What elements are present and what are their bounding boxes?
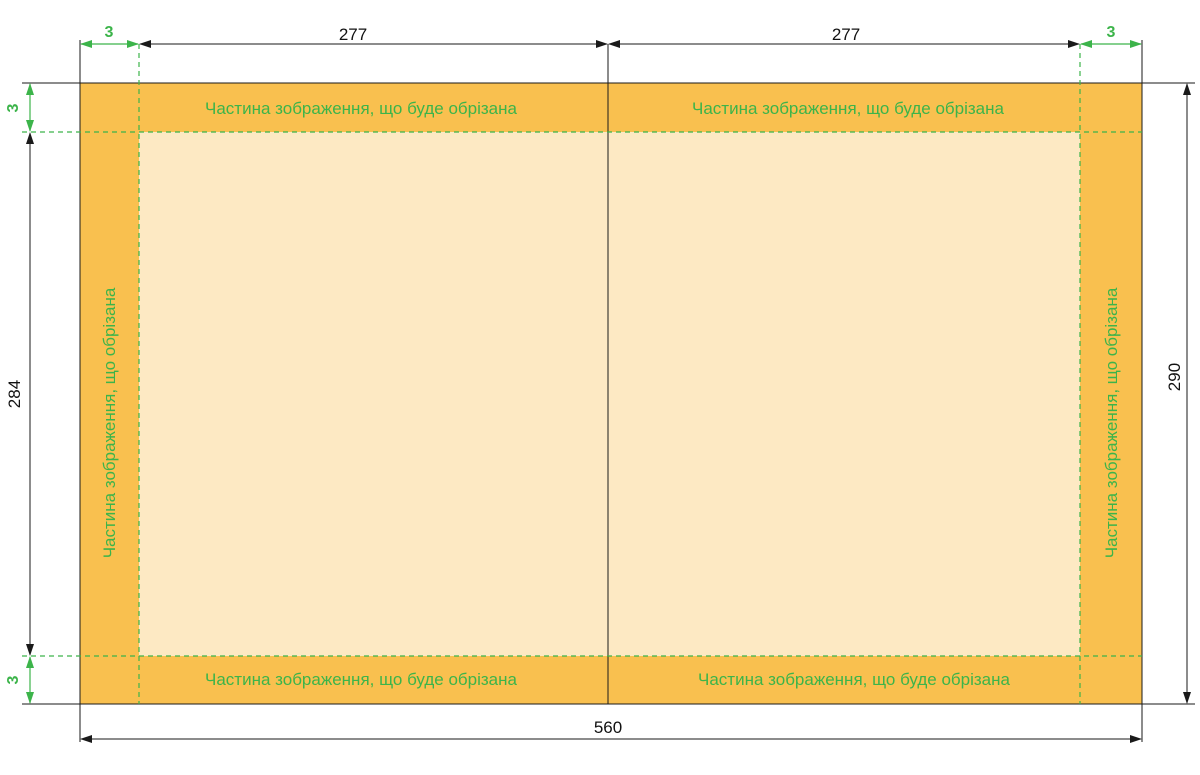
dim-label-top-right-bleed: 3 xyxy=(1107,24,1116,41)
bleed-label-right-vertical: Частина зображення, що обрізана xyxy=(1102,287,1121,558)
dim-label-top-left-page: 277 xyxy=(339,25,367,44)
dim-label-top-left-bleed: 3 xyxy=(105,24,114,41)
document-border xyxy=(79,82,1143,705)
bleed-label-top-right: Частина зображення, що буде обрізана xyxy=(692,99,1005,118)
trim-area xyxy=(139,132,1080,656)
trim-lines xyxy=(22,44,1142,704)
dim-label-left-top-bleed: 3 xyxy=(5,103,22,112)
bleed-label-left-vertical: Частина зображення, що обрізана xyxy=(100,287,119,558)
bleed-label-top-left: Частина зображення, що буде обрізана xyxy=(205,99,518,118)
dim-label-bottom-total-width: 560 xyxy=(594,718,622,737)
dim-label-left-bottom-bleed: 3 xyxy=(5,675,22,684)
dim-label-right-total-height: 290 xyxy=(1165,363,1184,391)
bleed-label-bottom-right: Частина зображення, що буде обрізана xyxy=(698,670,1011,689)
dim-label-left-trim-height: 284 xyxy=(5,380,24,408)
bleed-label-bottom-left: Частина зображення, що буде обрізана xyxy=(205,670,518,689)
dim-label-top-right-page: 277 xyxy=(832,25,860,44)
